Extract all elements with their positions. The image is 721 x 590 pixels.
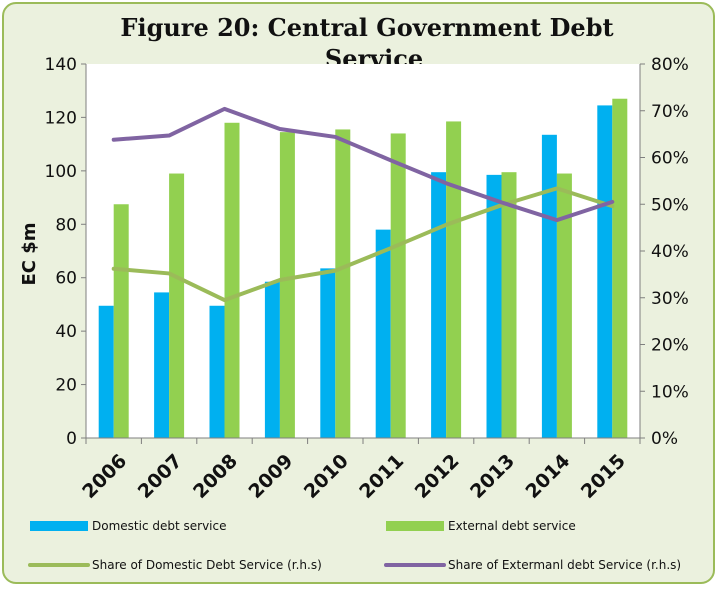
bar-external-2015: [612, 98, 628, 438]
x-tick-label-2006: 2006: [78, 450, 131, 503]
line-external-share: [111, 106, 615, 223]
y-right-tick-label: 40%: [651, 242, 689, 262]
bar-domestic-2014: [541, 134, 557, 439]
x-tick-label-2015: 2015: [577, 450, 630, 503]
y-left-tick-label: 80: [55, 215, 77, 235]
y-right-tick-label: 60%: [651, 149, 689, 169]
y-left-tick-label: 140: [45, 55, 77, 75]
bar-domestic-2006: [98, 305, 114, 438]
y-right-tick-label: 10%: [651, 382, 689, 402]
y-left-tick-label: 100: [45, 162, 77, 182]
bar-external-2009: [279, 132, 295, 438]
legend-swatch-0: [30, 521, 88, 531]
x-tick-label-2008: 2008: [189, 450, 242, 503]
y-right-tick-label: 50%: [651, 195, 689, 215]
chart-frame: Figure 20: Central Government Debt Servi…: [2, 2, 715, 584]
line-domestic-share: [111, 186, 615, 303]
y-right-tick-label: 0%: [651, 429, 678, 449]
legend-label-1: External debt service: [448, 519, 576, 533]
legend-label-3: Share of Extermanl debt Service (r.h.s): [448, 558, 681, 572]
bar-external-2008: [224, 122, 240, 439]
x-tick-label-2014: 2014: [521, 450, 574, 503]
y-left-tick-label: 120: [45, 108, 77, 128]
bar-external-2007: [169, 173, 185, 438]
x-tick-label-2010: 2010: [300, 450, 353, 503]
bar-external-2012: [446, 121, 462, 438]
y-right-tick-label: 80%: [651, 55, 689, 75]
bar-domestic-2009: [264, 281, 280, 438]
bar-domestic-2011: [375, 229, 391, 438]
bar-domestic-2008: [209, 305, 225, 438]
x-tick-label-2011: 2011: [355, 450, 408, 503]
y-axis-label: EC $m: [19, 222, 40, 285]
bar-domestic-2012: [431, 172, 447, 438]
x-tick-label-2007: 2007: [134, 450, 187, 503]
x-tick-label-2012: 2012: [411, 450, 464, 503]
x-tick-label-2009: 2009: [244, 450, 297, 503]
y-right-tick-label: 30%: [651, 289, 689, 309]
y-left-tick-label: 40: [55, 322, 77, 342]
bar-external-2011: [390, 133, 406, 438]
y-left-tick-label: 20: [55, 376, 77, 396]
bar-domestic-2007: [154, 292, 170, 438]
bar-external-2006: [113, 204, 129, 438]
y-left-tick-label: 0: [66, 429, 77, 449]
y-left-tick-label: 60: [55, 269, 77, 289]
bar-domestic-2013: [486, 174, 502, 438]
bar-domestic-2015: [597, 105, 613, 439]
x-tick-label-2013: 2013: [466, 450, 519, 503]
y-right-tick-label: 70%: [651, 102, 689, 122]
legend-label-0: Domestic debt service: [92, 519, 226, 533]
bar-domestic-2010: [320, 268, 336, 438]
legend-swatch-1: [386, 521, 444, 531]
chart: Figure 20: Central Government Debt Servi…: [19, 13, 689, 572]
y-right-tick-label: 20%: [651, 336, 689, 356]
bar-external-2013: [501, 172, 517, 438]
chart-title-line-1: Figure 20: Central Government Debt: [120, 13, 613, 42]
legend-label-2: Share of Domestic Debt Service (r.h.s): [92, 558, 322, 572]
bar-external-2014: [556, 173, 572, 438]
bar-external-2010: [335, 129, 351, 438]
